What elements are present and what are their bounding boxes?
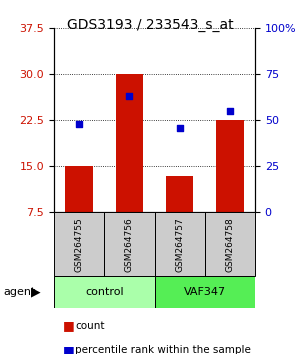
Text: ■: ■ xyxy=(63,319,75,332)
Point xyxy=(127,93,132,99)
FancyBboxPatch shape xyxy=(205,212,255,276)
Point xyxy=(77,121,82,127)
FancyBboxPatch shape xyxy=(54,212,104,276)
Text: GDS3193 / 233543_s_at: GDS3193 / 233543_s_at xyxy=(67,18,233,32)
Text: VAF347: VAF347 xyxy=(184,287,226,297)
Text: ▶: ▶ xyxy=(31,286,41,298)
Bar xyxy=(65,166,93,212)
Bar xyxy=(166,176,194,212)
Point xyxy=(227,108,232,114)
Text: control: control xyxy=(85,287,124,297)
Bar xyxy=(216,120,244,212)
FancyBboxPatch shape xyxy=(104,212,154,276)
FancyBboxPatch shape xyxy=(54,276,154,308)
Text: count: count xyxy=(75,321,104,331)
Bar xyxy=(116,74,143,212)
Text: ■: ■ xyxy=(63,344,75,354)
Text: GSM264755: GSM264755 xyxy=(75,217,84,272)
Text: agent: agent xyxy=(3,287,35,297)
Text: GSM264756: GSM264756 xyxy=(125,217,134,272)
Point xyxy=(177,125,182,131)
FancyBboxPatch shape xyxy=(154,276,255,308)
Text: GSM264758: GSM264758 xyxy=(225,217,234,272)
FancyBboxPatch shape xyxy=(154,212,205,276)
Text: GSM264757: GSM264757 xyxy=(175,217,184,272)
Text: percentile rank within the sample: percentile rank within the sample xyxy=(75,346,251,354)
